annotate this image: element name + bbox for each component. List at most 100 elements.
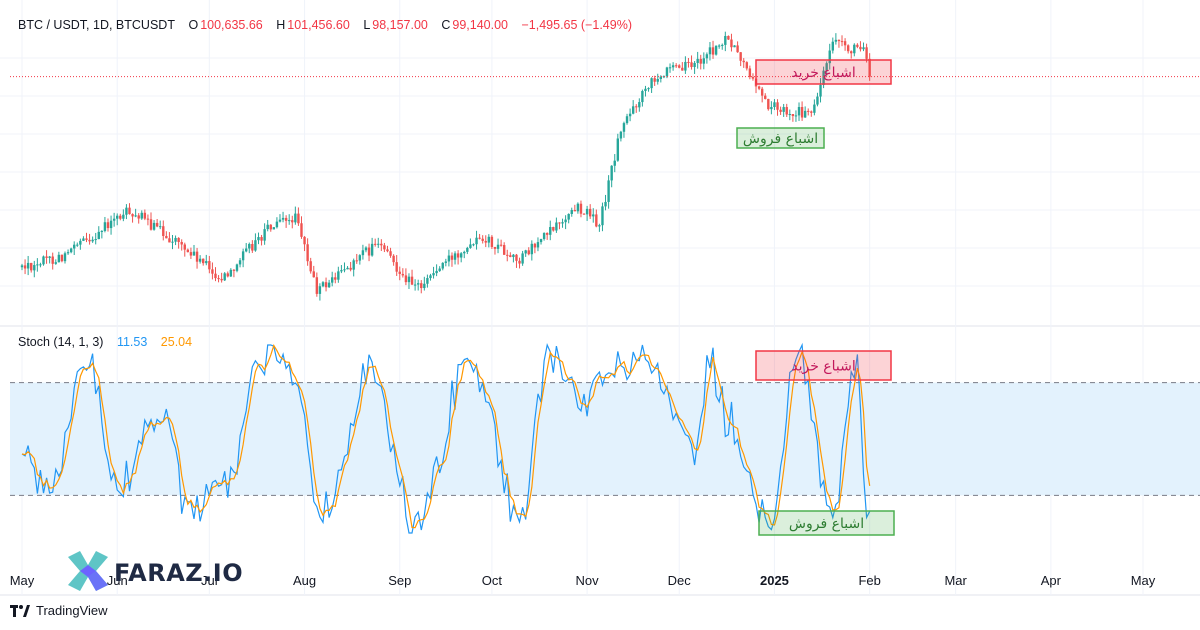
candle-body (588, 208, 592, 217)
candle-body (567, 213, 570, 220)
candle-body (825, 63, 828, 71)
candle-body (340, 270, 343, 272)
candle-body (168, 238, 171, 243)
candle-body (622, 123, 626, 132)
candle-body (760, 88, 764, 96)
candle-body (472, 244, 475, 246)
candle-body (456, 253, 460, 258)
stoch-d-value: 25.04 (160, 335, 193, 349)
candle-body (499, 244, 503, 246)
tradingview-label: TradingView (36, 603, 108, 618)
candle-body (822, 70, 825, 85)
candle-body (177, 237, 180, 242)
candle-body (392, 255, 395, 263)
candle-body (91, 239, 94, 242)
candle-body (721, 44, 724, 46)
candle-body (561, 222, 564, 224)
candle-body (275, 221, 279, 228)
low-value: 98,157.00 (372, 18, 428, 32)
candle-body (245, 248, 248, 252)
candle-body (453, 253, 457, 260)
candle-body (20, 265, 24, 268)
candle-body (220, 278, 223, 281)
faraz-logo-text: FARAZ.IO (114, 559, 244, 587)
candle-body (493, 246, 497, 249)
oversold-annotation-stoch-label: اشباع فروش (789, 516, 864, 532)
candle-body (287, 220, 291, 222)
candle-body (223, 273, 226, 281)
candle-body (152, 222, 156, 230)
candle-body (51, 256, 54, 264)
candle-body (782, 107, 785, 112)
candle-body (502, 245, 506, 255)
symbol-label: BTC / USDT, 1D, BTCUSDT (18, 18, 175, 32)
candle-body (850, 51, 853, 54)
candle-body (693, 62, 696, 68)
candle-body (438, 268, 441, 271)
oversold-annotation-stoch-box (758, 510, 895, 536)
candle-body (724, 35, 727, 45)
candle-body (171, 241, 174, 243)
candle-body (380, 243, 383, 246)
candle-body (407, 276, 411, 283)
overbought-annotation-price-label: اشباع خرید (791, 65, 856, 81)
candle-body (647, 88, 650, 90)
candle-body (671, 65, 675, 68)
candle-body (140, 212, 143, 219)
candle-body (202, 258, 205, 264)
candle-body (389, 251, 392, 256)
candle-body (159, 226, 162, 228)
candle-body (241, 251, 245, 261)
candle-body (226, 273, 229, 277)
candle-body (125, 207, 128, 215)
candle-body (450, 255, 454, 260)
candle-body (779, 109, 782, 112)
candle-body (475, 237, 478, 245)
candle-body (757, 86, 761, 89)
candle-body (690, 62, 693, 68)
candle-body (94, 239, 97, 241)
candle-body (413, 284, 417, 286)
candle-body (337, 271, 340, 280)
candle-body (195, 251, 199, 262)
candle-body (149, 219, 153, 230)
candle-body (146, 218, 150, 220)
candle-body (39, 264, 42, 266)
candle-body (109, 220, 113, 229)
candle-body (217, 278, 220, 280)
faraz-mark-icon (68, 551, 108, 591)
candle-body (684, 61, 687, 71)
candle-body (579, 203, 583, 214)
candle-body (294, 213, 297, 223)
candle-body (63, 253, 67, 262)
candle-body (281, 217, 285, 220)
candle-body (484, 240, 487, 243)
candle-body (54, 262, 57, 264)
candle-body (598, 225, 601, 227)
candle-body (48, 256, 51, 258)
candle-body (321, 282, 325, 287)
candle-body (358, 255, 362, 261)
candle-body (604, 201, 607, 207)
candle-body (318, 286, 322, 294)
candle-body (119, 215, 122, 219)
candle-body (764, 95, 767, 99)
candle-body (521, 253, 524, 264)
tradingview-branding[interactable]: TradingView (10, 603, 108, 618)
candle-body (708, 47, 712, 55)
candle-body (644, 88, 647, 92)
candle-body (527, 250, 530, 255)
candle-body (628, 113, 632, 117)
candle-body (635, 106, 638, 108)
candle-body (616, 138, 620, 161)
candle-body (459, 253, 463, 258)
candle-body (33, 265, 36, 271)
candle-body (297, 213, 300, 224)
candle-body (205, 261, 208, 264)
candle-body (23, 265, 27, 269)
candle-body (192, 251, 196, 256)
candle-body (429, 275, 432, 279)
candle-body (745, 62, 749, 69)
candle-body (73, 244, 76, 249)
candle-body (82, 238, 85, 241)
